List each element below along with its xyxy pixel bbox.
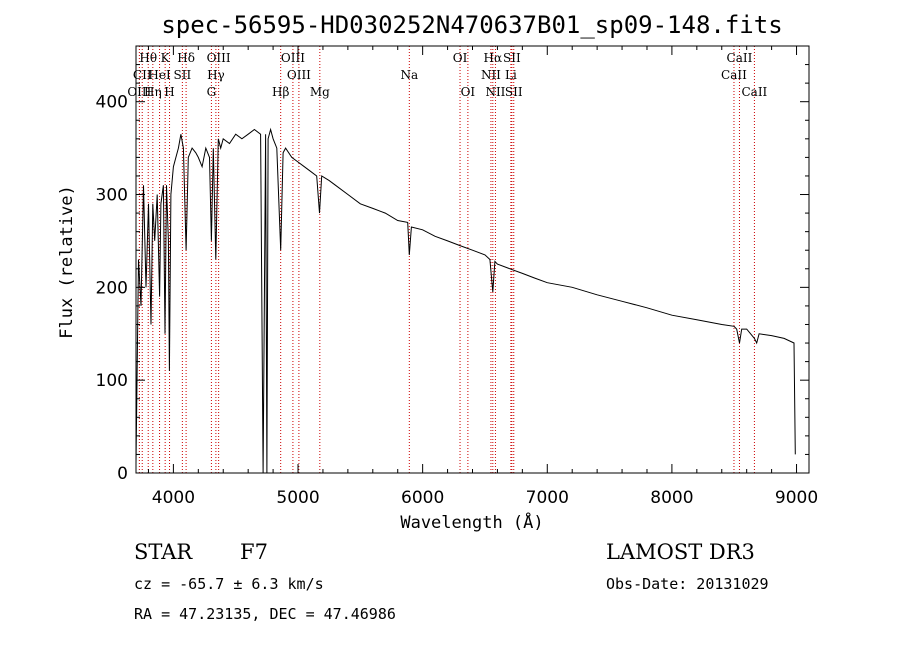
line-mark-label-27: CaII <box>741 85 767 99</box>
y-tick-label: 300 <box>96 186 128 206</box>
y-tick-label: 0 <box>117 464 128 484</box>
line-mark-label-17: OI <box>453 51 468 65</box>
x-axis-label: Wavelength (Å) <box>400 511 543 533</box>
x-tick-label: 4000 <box>152 488 195 508</box>
spectrum-series-line <box>135 127 796 474</box>
line-mark-label-12: Hβ <box>272 85 289 99</box>
line-mark-label-16: Na <box>400 68 418 82</box>
line-mark-label-24: SII <box>505 85 523 99</box>
y-tick-label: 400 <box>96 93 128 113</box>
x-tick-label: 5000 <box>276 488 319 508</box>
line-mark-label-3: Hη <box>144 85 162 99</box>
line-mark-label-14: OIII <box>287 68 311 82</box>
line-mark-label-20: NII <box>481 68 501 82</box>
y-tick-label: 100 <box>96 371 128 391</box>
line-mark-label-25: CaII <box>727 51 753 65</box>
line-mark-label-6: H <box>164 85 174 99</box>
line-mark-label-0: Hθ <box>139 51 157 65</box>
y-axis-ticks: 0 100 200 300 400 <box>96 64 809 484</box>
observation-date: Obs-Date: 20131029 <box>606 575 769 593</box>
line-mark-label-7: SII <box>174 68 192 82</box>
line-mark-label-22: SII <box>503 51 521 65</box>
survey-name: LAMOST DR3 <box>606 540 755 564</box>
line-mark-label-19: Hα <box>484 51 503 65</box>
line-mark-label-26: CaII <box>721 68 747 82</box>
x-tick-label: 8000 <box>650 488 693 508</box>
x-tick-label: 9000 <box>775 488 818 508</box>
line-mark-label-18: OI <box>461 85 476 99</box>
line-mark-label-13: OIII <box>281 51 305 65</box>
y-axis-label: Flux (relative) <box>57 185 77 339</box>
spectral-line-marks <box>138 46 755 473</box>
x-axis-ticks: 4000 5000 6000 7000 8000 9000 <box>147 46 818 508</box>
line-mark-label-21: NII <box>485 85 505 99</box>
line-mark-label-9: OIII <box>207 51 231 65</box>
y-tick-label: 200 <box>96 278 128 298</box>
line-mark-label-23: Li <box>505 68 517 82</box>
x-tick-label: 6000 <box>401 488 444 508</box>
coordinates-info: RA = 47.23135, DEC = 47.46986 <box>134 605 396 623</box>
line-mark-label-4: K <box>161 51 171 65</box>
redshift-info: cz = -65.7 ± 6.3 km/s <box>134 575 324 593</box>
object-class: STAR <box>134 540 193 564</box>
line-mark-label-5: HeI <box>148 68 171 82</box>
chart-title: spec-56595-HD030252N470637B01_sp09-148.f… <box>161 11 782 39</box>
line-mark-label-1: CII <box>133 68 152 82</box>
line-mark-label-11: G <box>207 85 217 99</box>
x-tick-label: 7000 <box>526 488 569 508</box>
line-mark-label-15: Mg <box>310 85 330 99</box>
line-mark-label-10: Hγ <box>207 68 225 82</box>
object-subclass: F7 <box>240 540 268 564</box>
line-mark-label-2: OIII <box>127 85 151 99</box>
line-mark-label-8: Hδ <box>177 51 195 65</box>
